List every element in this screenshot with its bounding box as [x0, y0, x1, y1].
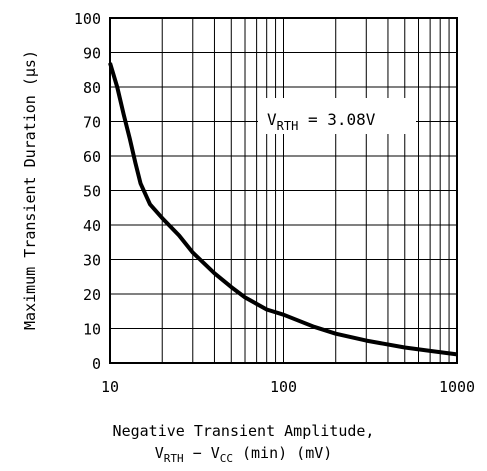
y-tick-labels: 0 10 20 30 40 50 60 70 80 90 100 — [74, 10, 101, 373]
y-tick-label: 20 — [83, 286, 101, 304]
y-tick-label: 70 — [83, 114, 101, 132]
x-tick-label: 1000 — [439, 378, 475, 396]
annotation-background — [258, 98, 416, 134]
y-axis-label: Maximum Transient Duration (µs) — [21, 50, 39, 330]
y-tick-label: 0 — [92, 355, 101, 373]
series-line — [108, 62, 458, 357]
x-tick-label: 10 — [101, 378, 119, 396]
y-tick-label: 40 — [83, 217, 101, 235]
plot-frame — [109, 17, 458, 364]
y-tick-label: 30 — [83, 252, 101, 270]
y-tick-label: 100 — [74, 10, 101, 28]
x-axis-label-line1: Negative Transient Amplitude, — [112, 422, 375, 440]
y-tick-label: 50 — [83, 183, 101, 201]
y-tick-label: 10 — [83, 321, 101, 339]
x-axis-label-line2: VRTH − VCC (min) (mV) — [154, 444, 333, 465]
x-tick-label: 100 — [270, 378, 297, 396]
y-tick-label: 90 — [83, 45, 101, 63]
y-tick-label: 60 — [83, 148, 101, 166]
x-tick-labels: 10 100 1000 — [101, 378, 475, 396]
grid-lines — [110, 18, 457, 363]
annotation-label: VRTH = 3.08V — [267, 110, 376, 133]
y-tick-label: 80 — [83, 79, 101, 97]
